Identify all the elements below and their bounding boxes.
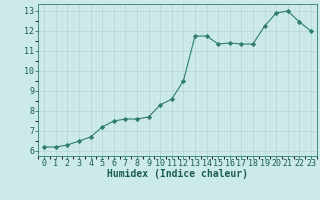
X-axis label: Humidex (Indice chaleur): Humidex (Indice chaleur) (107, 169, 248, 179)
